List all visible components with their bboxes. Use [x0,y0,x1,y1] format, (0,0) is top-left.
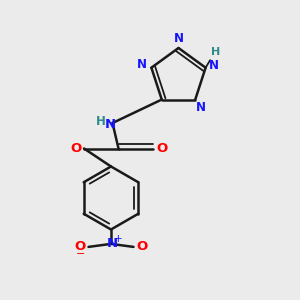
Text: N: N [137,58,147,71]
Text: N: N [104,118,116,131]
Text: O: O [136,240,148,254]
Text: +: + [114,233,123,244]
Text: H: H [96,115,106,128]
Text: N: N [173,32,184,45]
Text: N: N [196,101,206,114]
Text: H: H [212,47,221,57]
Text: O: O [156,142,168,155]
Text: −: − [75,249,85,259]
Text: N: N [208,58,219,72]
Text: O: O [70,142,81,155]
Text: O: O [74,240,86,254]
Text: N: N [106,237,118,250]
